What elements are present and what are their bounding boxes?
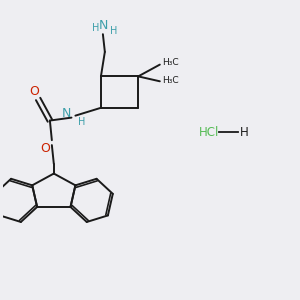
Text: H: H	[110, 26, 117, 36]
Text: H: H	[240, 126, 249, 139]
Text: H: H	[78, 116, 85, 127]
Text: N: N	[62, 107, 71, 120]
Text: H: H	[92, 23, 100, 33]
Text: N: N	[99, 19, 109, 32]
Text: O: O	[29, 85, 39, 98]
Text: O: O	[40, 142, 50, 154]
Text: HCl: HCl	[199, 126, 219, 139]
Text: H₃C: H₃C	[162, 76, 178, 85]
Text: H₃C: H₃C	[162, 58, 178, 67]
